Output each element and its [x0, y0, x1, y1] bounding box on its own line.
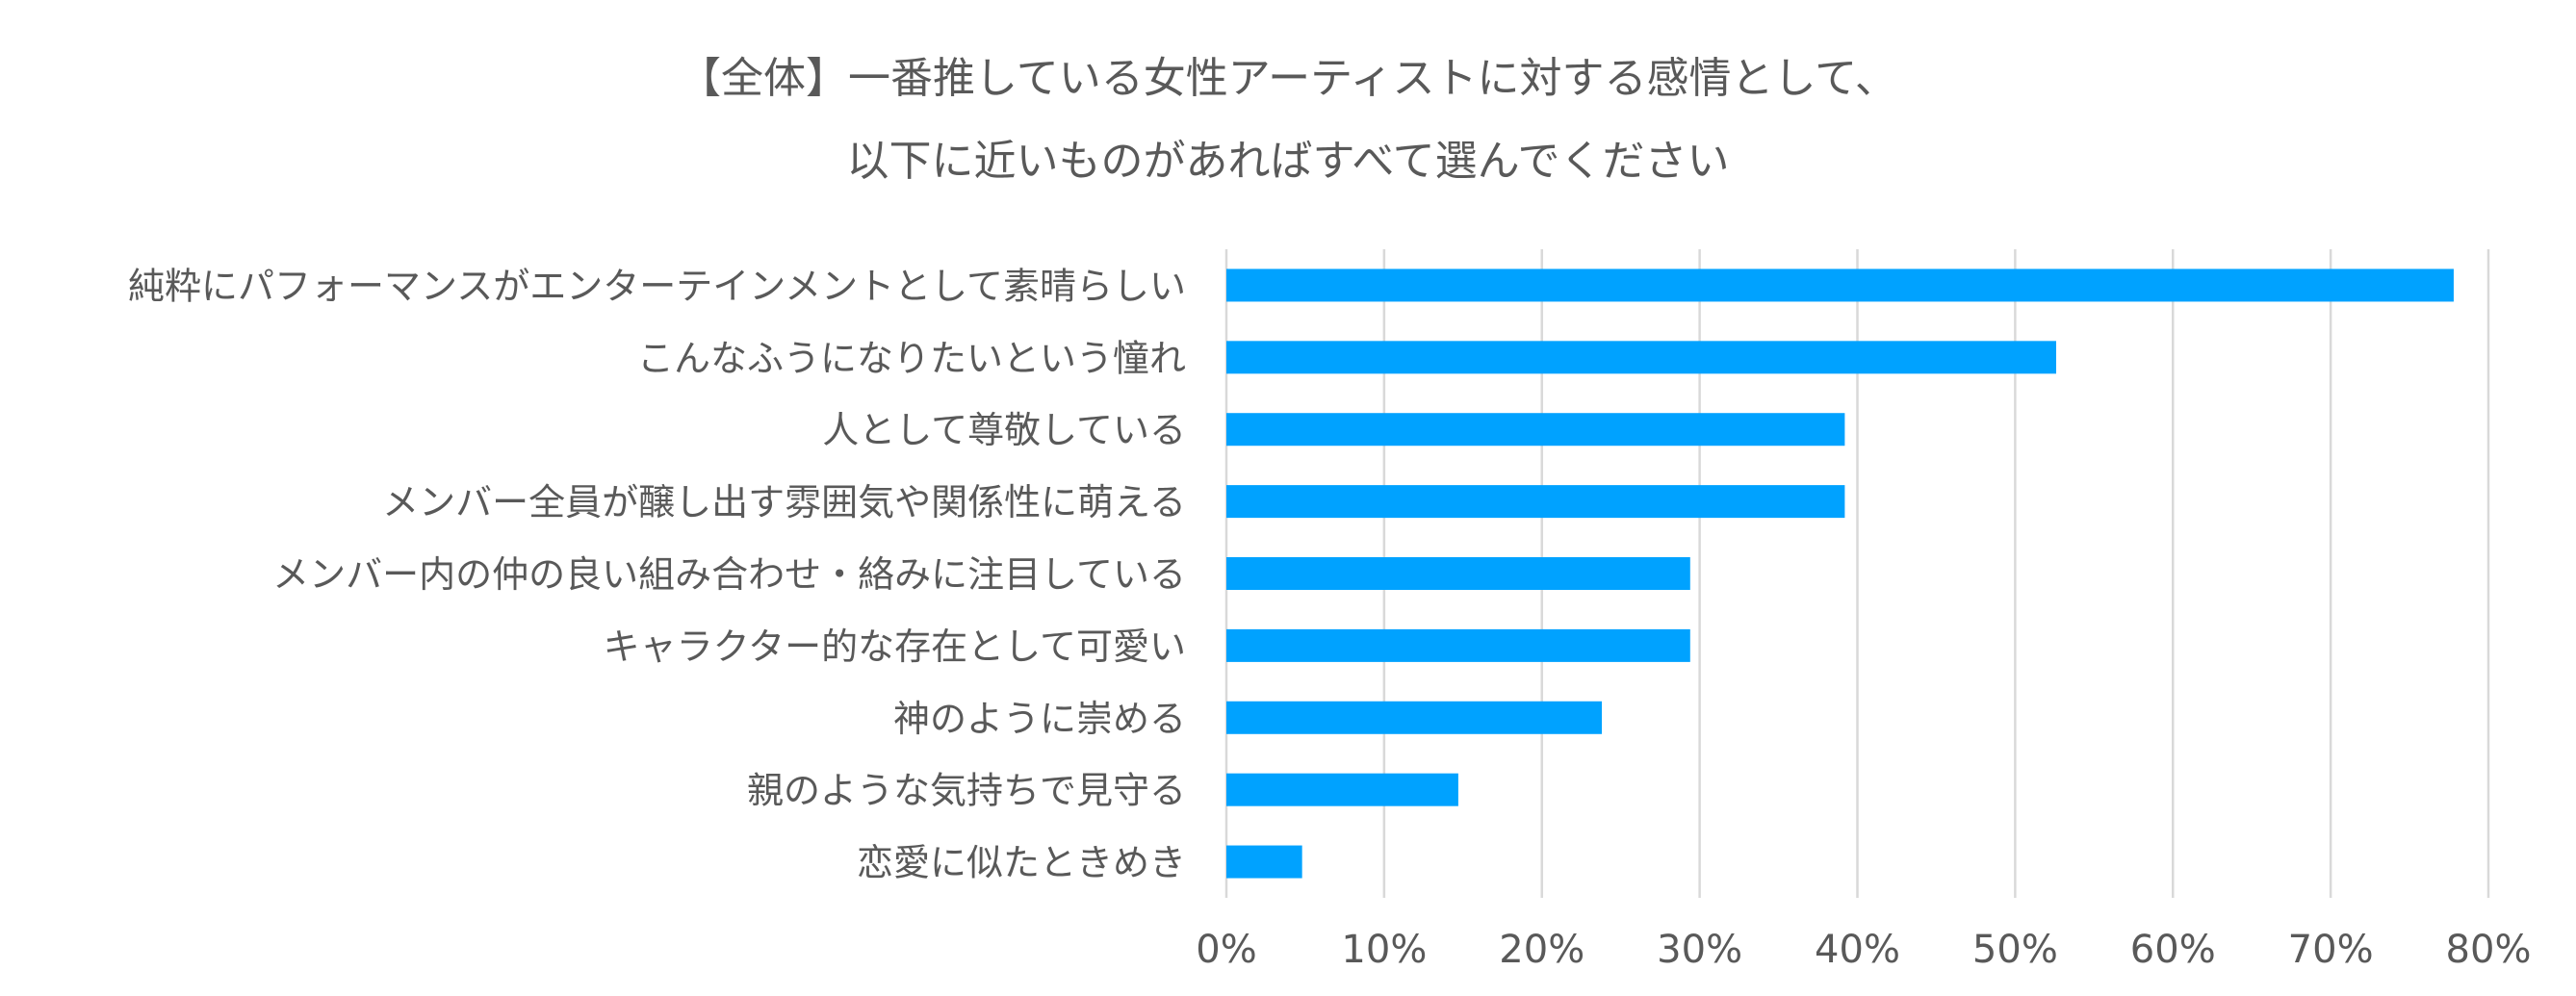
chart-title: 【全体】一番推している女性アーティストに対する感情として、 以下に近いものがあれ…: [679, 54, 1897, 186]
x-tick-label: 50%: [1972, 928, 2058, 972]
category-label: 神のように崇める: [893, 698, 1186, 740]
bar: [1226, 628, 1690, 662]
x-tick-label: 10%: [1341, 928, 1427, 972]
x-tick-label: 30%: [1657, 928, 1742, 972]
category-label: こんなふうになりたいという憧れ: [637, 337, 1186, 379]
x-tick-label: 80%: [2446, 928, 2532, 972]
bar: [1226, 557, 1690, 590]
x-tick-label: 70%: [2288, 928, 2374, 972]
bar: [1226, 485, 1845, 519]
bars: [1226, 268, 2454, 879]
x-tick-labels: 0% 10% 20% 30% 40% 50% 60% 70% 80%: [1196, 928, 2531, 972]
chart-title-line-1: 【全体】一番推している女性アーティストに対する感情として、: [679, 54, 1897, 103]
bar: [1226, 413, 1845, 447]
bar: [1226, 701, 1603, 734]
x-tick-label: 20%: [1499, 928, 1584, 972]
category-label: メンバー全員が醸し出す雰囲気や関係性に萌える: [382, 481, 1186, 524]
category-labels: 純粋にパフォーマンスがエンターテインメントとして素晴らしいこんなふうになりたいと…: [128, 265, 1186, 883]
bar: [1226, 773, 1458, 806]
bar: [1226, 341, 2056, 374]
x-tick-label: 0%: [1196, 928, 1256, 972]
category-label: 親のような気持ちで見守る: [747, 770, 1186, 812]
category-label: キャラクター的な存在として可愛い: [604, 626, 1186, 668]
category-label: 純粋にパフォーマンスがエンターテインメントとして素晴らしい: [128, 265, 1186, 307]
x-tick-label: 40%: [1815, 928, 1900, 972]
category-label: 人として尊敬している: [822, 409, 1186, 451]
chart-title-line-2: 以下に近いものがあればすべて選んでください: [847, 137, 1730, 186]
category-label: 恋愛に似たときめき: [857, 842, 1186, 884]
category-label: メンバー内の仲の良い組み合わせ・絡みに注目している: [272, 553, 1186, 596]
bar: [1226, 845, 1302, 879]
bar: [1226, 268, 2454, 302]
x-tick-label: 60%: [2130, 928, 2216, 972]
